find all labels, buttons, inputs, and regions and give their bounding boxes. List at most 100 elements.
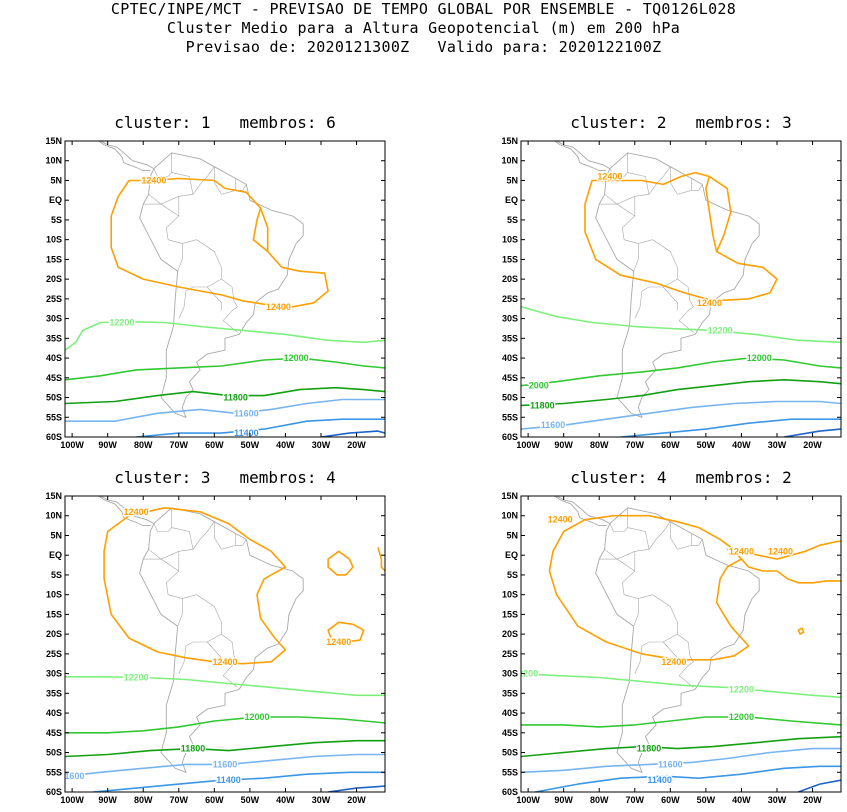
country-border [235, 539, 247, 546]
contour-11800 [521, 379, 841, 407]
lon-label: 60W [205, 440, 224, 450]
contour-label: 12400 [124, 507, 149, 517]
map-layer: 12400 12400 12200 12000 2000 11800 11600 [521, 141, 841, 437]
contour-label: 11800 [223, 393, 248, 403]
lon-label: 80W [134, 795, 153, 805]
country-border [633, 243, 639, 272]
country-border [143, 203, 179, 217]
lat-label: 25S [502, 649, 518, 659]
lat-label: EQ [49, 195, 62, 205]
contour-12400 [110, 177, 329, 308]
country-border [171, 507, 194, 550]
lat-label: 45S [502, 728, 518, 738]
lat-label: 20S [502, 274, 518, 284]
contour-11800 [65, 386, 385, 405]
lon-label: 90W [98, 795, 117, 805]
lat-label: 10N [45, 511, 62, 521]
contour-label: 12400 [729, 546, 754, 556]
lat-label: 45S [502, 373, 518, 383]
contour-label: 12200 [124, 673, 149, 683]
contour-12200 [521, 306, 841, 344]
lon-label: 90W [98, 440, 117, 450]
lon-label: 70W [626, 440, 645, 450]
lat-label: 55S [502, 767, 518, 777]
lat-label: 35S [502, 688, 518, 698]
country-border [143, 558, 179, 572]
lon-label: 20W [347, 795, 366, 805]
lat-label: 60S [46, 432, 62, 442]
coastline [98, 496, 151, 527]
contour-label: 12000 [244, 712, 269, 722]
contour-12200 [521, 672, 841, 699]
lat-label: 30S [46, 669, 62, 679]
lon-label: 50W [697, 795, 716, 805]
country-border [178, 633, 222, 674]
lat-label: 40S [46, 353, 62, 363]
contour-11400 [93, 771, 385, 792]
contour-label: 11600 [658, 759, 683, 769]
contour-11200 [320, 430, 385, 437]
header-title: CPTEC/INPE/MCT - PREVISAO DE TEMPO GLOBA… [110, 0, 737, 18]
lat-label: 30S [502, 669, 518, 679]
coastline [98, 141, 151, 172]
lat-label: 35S [502, 333, 518, 343]
contour-label: 12400 [768, 546, 793, 556]
contour-label: 11400 [647, 775, 672, 785]
country-border [604, 549, 635, 560]
lat-label: 40S [46, 708, 62, 718]
country-border [153, 168, 172, 177]
lat-label: 60S [502, 787, 518, 797]
country-border [171, 152, 194, 195]
lat-label: 45S [46, 728, 62, 738]
contour-label: 11600 [234, 408, 259, 418]
lat-label: 15S [46, 254, 62, 264]
contour-label: 12400 [266, 302, 291, 312]
contour-map: 12400 12400 12200 12000 2000 11800 11600 15N 10N… [501, 137, 842, 450]
contour-label: 11400 [234, 428, 259, 438]
lon-label: 60W [661, 440, 680, 450]
lat-label: 20S [46, 629, 62, 639]
contour-label: 12400 [326, 637, 351, 647]
country-border [627, 152, 650, 195]
lat-label: 10S [502, 590, 518, 600]
lon-label: 100W [516, 795, 540, 805]
lat-label: 30S [502, 314, 518, 324]
contour-label: 12400 [661, 657, 686, 667]
country-border [633, 598, 639, 627]
country-border [634, 633, 678, 674]
contour-12400 [327, 621, 365, 643]
header-subtitle: Cluster Medio para a Altura Geopotencial… [166, 19, 681, 37]
country-border [627, 507, 650, 550]
lon-label: 30W [768, 440, 787, 450]
contour-11800 [521, 735, 841, 758]
lat-label: 50S [502, 748, 518, 758]
lat-label: 40S [502, 353, 518, 363]
lon-label: 100W [60, 440, 84, 450]
contour-map: 12400 12400 12200 12000 11800 11600 11400 15N 10… [45, 137, 386, 450]
contour-12400 [727, 540, 841, 560]
country-border [609, 168, 628, 177]
contour-label: 2000 [529, 381, 549, 391]
lat-label: 45S [46, 373, 62, 383]
contour-12400 [377, 547, 385, 572]
lat-label: 10N [501, 156, 518, 166]
lon-label: 50W [697, 440, 716, 450]
lat-label: 15S [502, 609, 518, 619]
contour-12400 [252, 207, 269, 253]
map-panel-cluster-2: cluster: 2 membros: 3 12400 12400 12200 120… [461, 113, 842, 455]
lon-label: 60W [661, 795, 680, 805]
lat-label: 5S [507, 570, 518, 580]
country-border [148, 549, 179, 560]
lon-label: 100W [516, 440, 540, 450]
lon-label: 20W [803, 795, 822, 805]
lat-label: 60S [46, 787, 62, 797]
lon-label: 90W [554, 795, 573, 805]
map-frame [520, 140, 842, 438]
country-border [670, 166, 692, 195]
lon-label: 80W [134, 440, 153, 450]
lon-label: 40W [276, 440, 295, 450]
lat-label: 15N [501, 492, 518, 501]
country-border [235, 184, 247, 191]
country-border [599, 558, 635, 572]
lat-label: 15N [45, 137, 62, 146]
